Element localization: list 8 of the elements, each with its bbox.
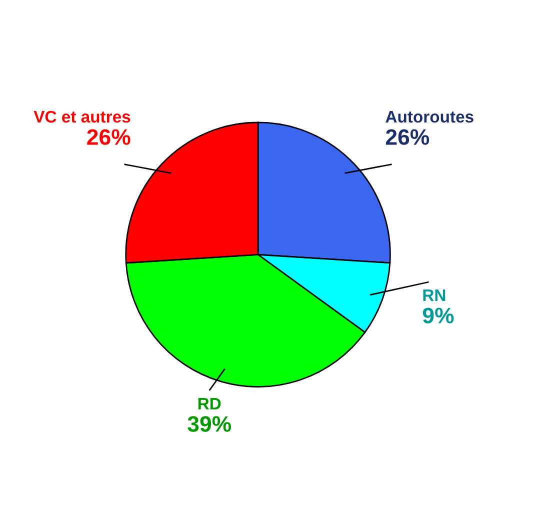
- slice-label: Autoroutes: [386, 111, 474, 123]
- data-label: 26%: [87, 129, 130, 145]
- slice-label: RN: [423, 290, 446, 302]
- slice-label: VC et autres: [34, 110, 130, 123]
- data-label: 39%: [188, 416, 232, 432]
- slice-label: RD: [198, 398, 221, 410]
- data-label: 9%: [422, 308, 454, 324]
- data-label: 26%: [386, 129, 430, 145]
